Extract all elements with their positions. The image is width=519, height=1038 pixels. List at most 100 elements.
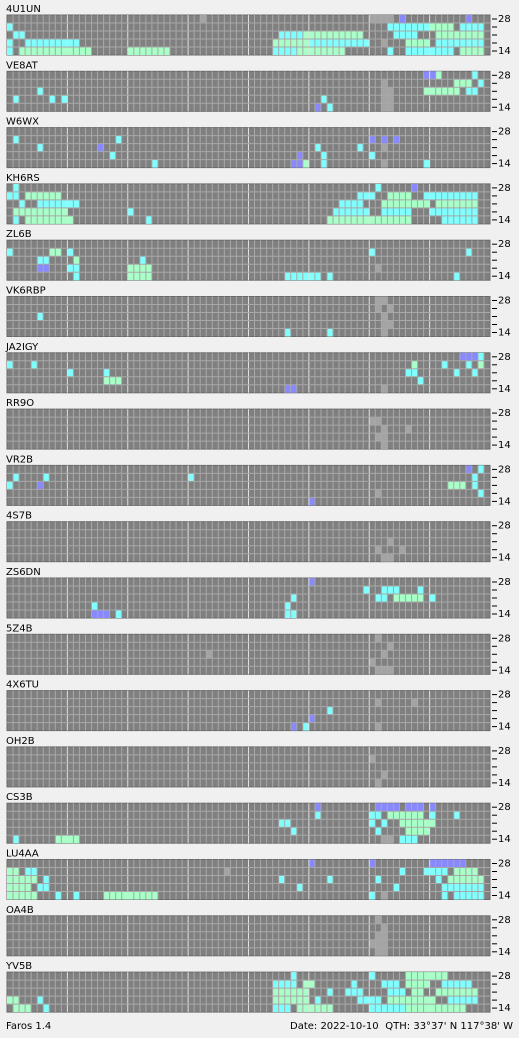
band-label: 28: [498, 70, 511, 81]
cell: [127, 207, 134, 216]
cell: [375, 803, 394, 812]
band-label: 14: [498, 440, 511, 451]
cell: [49, 95, 56, 104]
cell: [381, 384, 388, 393]
cell: [375, 666, 394, 675]
cell: [381, 79, 388, 88]
cell: [206, 650, 213, 659]
cell: [381, 207, 412, 216]
cell: [369, 151, 376, 160]
cell: [326, 706, 334, 715]
cell: [375, 915, 382, 924]
cell: [405, 803, 424, 812]
band-label: 28: [498, 971, 511, 982]
cell: [13, 95, 20, 104]
cell: [302, 722, 309, 731]
cell: [91, 610, 110, 618]
cell: [441, 360, 448, 369]
cell: [435, 988, 478, 997]
qth: QTH: 33°37' N 117°38' W: [385, 1021, 513, 1032]
cell: [447, 996, 478, 1005]
cell: [290, 827, 297, 836]
cell: [55, 891, 62, 900]
cell: [296, 151, 303, 160]
cell: [145, 215, 152, 224]
cell: [393, 803, 400, 812]
cell: [37, 481, 44, 490]
cell: [7, 23, 14, 31]
cell: [393, 135, 400, 144]
cell: [369, 248, 376, 257]
cell: [363, 586, 370, 594]
band-label: 28: [498, 239, 511, 250]
cell: [7, 248, 14, 257]
cell: [91, 602, 98, 610]
cell: [375, 264, 382, 273]
band-label: 14: [498, 947, 511, 958]
cell: [7, 47, 14, 55]
band-label: 14: [498, 159, 511, 170]
cell: [296, 883, 303, 892]
cell: [290, 594, 297, 602]
band-label: 14: [498, 665, 511, 676]
cell: [381, 650, 388, 659]
app-version: Faros 1.4: [6, 1021, 51, 1032]
station-name: W6WX: [6, 117, 39, 128]
cell: [375, 722, 382, 731]
cell: [357, 143, 364, 152]
station-name: YV5B: [5, 961, 32, 972]
cell: [381, 39, 388, 47]
band-label: 28: [498, 464, 511, 475]
cell: [441, 980, 472, 989]
cell: [302, 159, 309, 168]
band-label: 28: [498, 521, 511, 532]
cell: [67, 248, 74, 257]
cell: [381, 159, 388, 168]
cell: [381, 135, 388, 144]
cell: [284, 602, 291, 610]
cell: [272, 1004, 291, 1013]
station-name: ZS6DN: [6, 567, 41, 578]
station-name: ZL6B: [6, 229, 32, 240]
station-name: CS3B: [6, 792, 33, 803]
cell: [471, 473, 478, 482]
cell: [375, 545, 382, 554]
cell: [417, 376, 424, 385]
cell: [37, 996, 44, 1005]
cell: [73, 891, 80, 900]
cell: [387, 304, 394, 313]
station-name: OA4B: [6, 905, 34, 916]
cell: [369, 135, 376, 144]
cell: [43, 473, 50, 482]
band-label: 14: [498, 609, 511, 620]
cell: [441, 891, 448, 900]
cell: [471, 71, 478, 80]
band-label: 28: [498, 859, 511, 870]
cell: [320, 95, 327, 104]
cell: [97, 143, 104, 152]
cell: [308, 578, 315, 586]
band-label: 14: [498, 553, 511, 564]
cell: [314, 996, 321, 1005]
cell: [320, 159, 327, 168]
band-label: 14: [498, 722, 511, 733]
cell: [308, 859, 315, 868]
cell: [375, 778, 382, 787]
band-label: 14: [498, 271, 511, 282]
cell: [399, 15, 406, 23]
cell: [43, 1004, 50, 1013]
cell: [393, 883, 400, 892]
station-name: VK6RBP: [6, 286, 46, 297]
cell: [381, 923, 388, 932]
cell: [115, 135, 122, 144]
cell: [7, 875, 38, 884]
cell: [375, 634, 382, 643]
station-name: 4X6TU: [6, 680, 39, 691]
cell: [139, 256, 146, 265]
cell: [381, 441, 388, 450]
band-label: 14: [498, 1003, 511, 1014]
band-label: 28: [498, 296, 511, 307]
band-label: 14: [498, 891, 511, 902]
cell: [441, 883, 484, 892]
